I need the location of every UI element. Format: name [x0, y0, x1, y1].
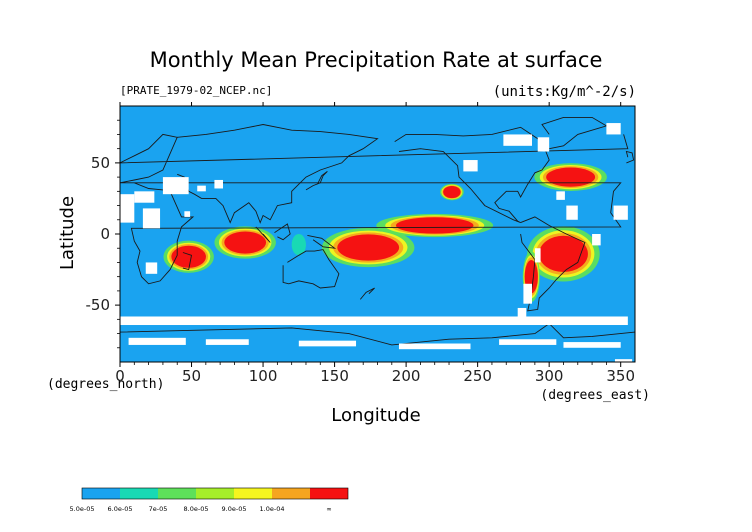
colorbar-frame [81, 487, 349, 500]
missing-cell [563, 342, 621, 348]
x-unit-label: (degrees_east) [540, 388, 650, 403]
coastline [305, 171, 328, 191]
missing-cell [566, 205, 578, 220]
coastline [177, 124, 379, 224]
x-axis-title: Longitude [331, 405, 421, 426]
missing-cell [398, 343, 471, 350]
precip-region [546, 167, 596, 187]
y-tick-label: 50 [91, 154, 110, 172]
missing-cell [184, 211, 191, 217]
coastline [282, 249, 340, 289]
colorbar-swatch [120, 488, 158, 499]
colorbar-swatch [82, 488, 120, 499]
colorbar-label: 8.0e-05 [184, 505, 209, 513]
missing-cell [298, 340, 357, 347]
colorbar-swatch [196, 488, 234, 499]
x-tick-label: 100 [249, 367, 278, 385]
colorbar-swatch [158, 488, 196, 499]
precip-region [224, 231, 267, 254]
colorbar-label: 1.0e-04 [260, 505, 285, 513]
x-axis: 0 50 100 150 200 250 300 350 [115, 102, 635, 385]
coastline [625, 150, 635, 164]
missing-cell [592, 234, 601, 246]
x-tick-label: 350 [606, 367, 635, 385]
plot-area [119, 105, 636, 365]
missing-cell [534, 248, 541, 263]
missing-cell [128, 337, 186, 345]
coastline [541, 116, 608, 150]
colorbar-label: 7e-05 [149, 505, 168, 513]
coastline [307, 234, 337, 249]
colorbar-swatch [310, 488, 348, 499]
missing-cell [556, 191, 565, 200]
colorbar-label: 6.0e-05 [108, 505, 133, 513]
y-tick-label: 0 [100, 225, 110, 243]
colorbar-label: ∞ [326, 505, 331, 513]
missing-cell [134, 191, 155, 203]
missing-cell [214, 179, 223, 189]
missing-cell [162, 177, 189, 195]
coastline [255, 226, 271, 243]
missing-cell [537, 137, 550, 152]
x-tick-label: 150 [320, 367, 349, 385]
colorbar-swatch [272, 488, 310, 499]
y-axis-title: Latitude [57, 196, 78, 270]
chart-title: Monthly Mean Precipitation Rate at surfa… [150, 48, 603, 72]
precip-region [539, 235, 588, 273]
missing-cell [523, 283, 532, 304]
coastlines [119, 116, 636, 346]
missing-cell [120, 316, 628, 326]
units-label: (units:Kg/m^-2/s) [493, 84, 636, 100]
precip-region [443, 185, 461, 199]
missing-cell [517, 307, 527, 323]
x-tick-label: 50 [182, 367, 201, 385]
colorbar-swatch [234, 488, 272, 499]
coastline [359, 287, 375, 300]
colorbar-label: 9.0e-05 [222, 505, 247, 513]
precipitation-layers [163, 163, 607, 302]
missing-cell [142, 208, 161, 229]
coastline [520, 216, 586, 312]
precip-region [171, 245, 206, 268]
missing-data-cells [120, 123, 633, 365]
missing-cell [120, 194, 135, 223]
y-tick-label: -50 [86, 296, 111, 314]
missing-cell [463, 160, 478, 172]
missing-cell [503, 134, 532, 146]
missing-cell [205, 339, 249, 345]
coastline [182, 252, 193, 271]
x-tick-label: 0 [115, 367, 125, 385]
precip-region [395, 217, 474, 234]
y-unit-label: (degrees_north) [47, 377, 164, 392]
x-tick-label: 300 [535, 367, 564, 385]
coastline [274, 223, 291, 241]
coastline [394, 126, 550, 224]
colorbar: 5.0e-05 6.0e-05 7e-05 8.0e-05 9.0e-05 1.0e-04… [70, 487, 349, 513]
file-label: [PRATE_1979-02_NCEP.nc] [120, 84, 272, 97]
colorbar-label: 5.0e-05 [70, 505, 95, 513]
missing-cell [499, 339, 557, 345]
missing-cell [606, 123, 621, 135]
precip-region [291, 234, 306, 256]
x-tick-label: 200 [392, 367, 421, 385]
coastline [119, 323, 636, 346]
missing-cell [197, 185, 206, 192]
y-axis: 50 0 -50 [86, 119, 120, 349]
missing-cell [145, 262, 158, 274]
precip-region [337, 234, 400, 261]
coastline [119, 133, 629, 285]
x-tick-label: 250 [463, 367, 492, 385]
missing-cell [613, 205, 628, 220]
